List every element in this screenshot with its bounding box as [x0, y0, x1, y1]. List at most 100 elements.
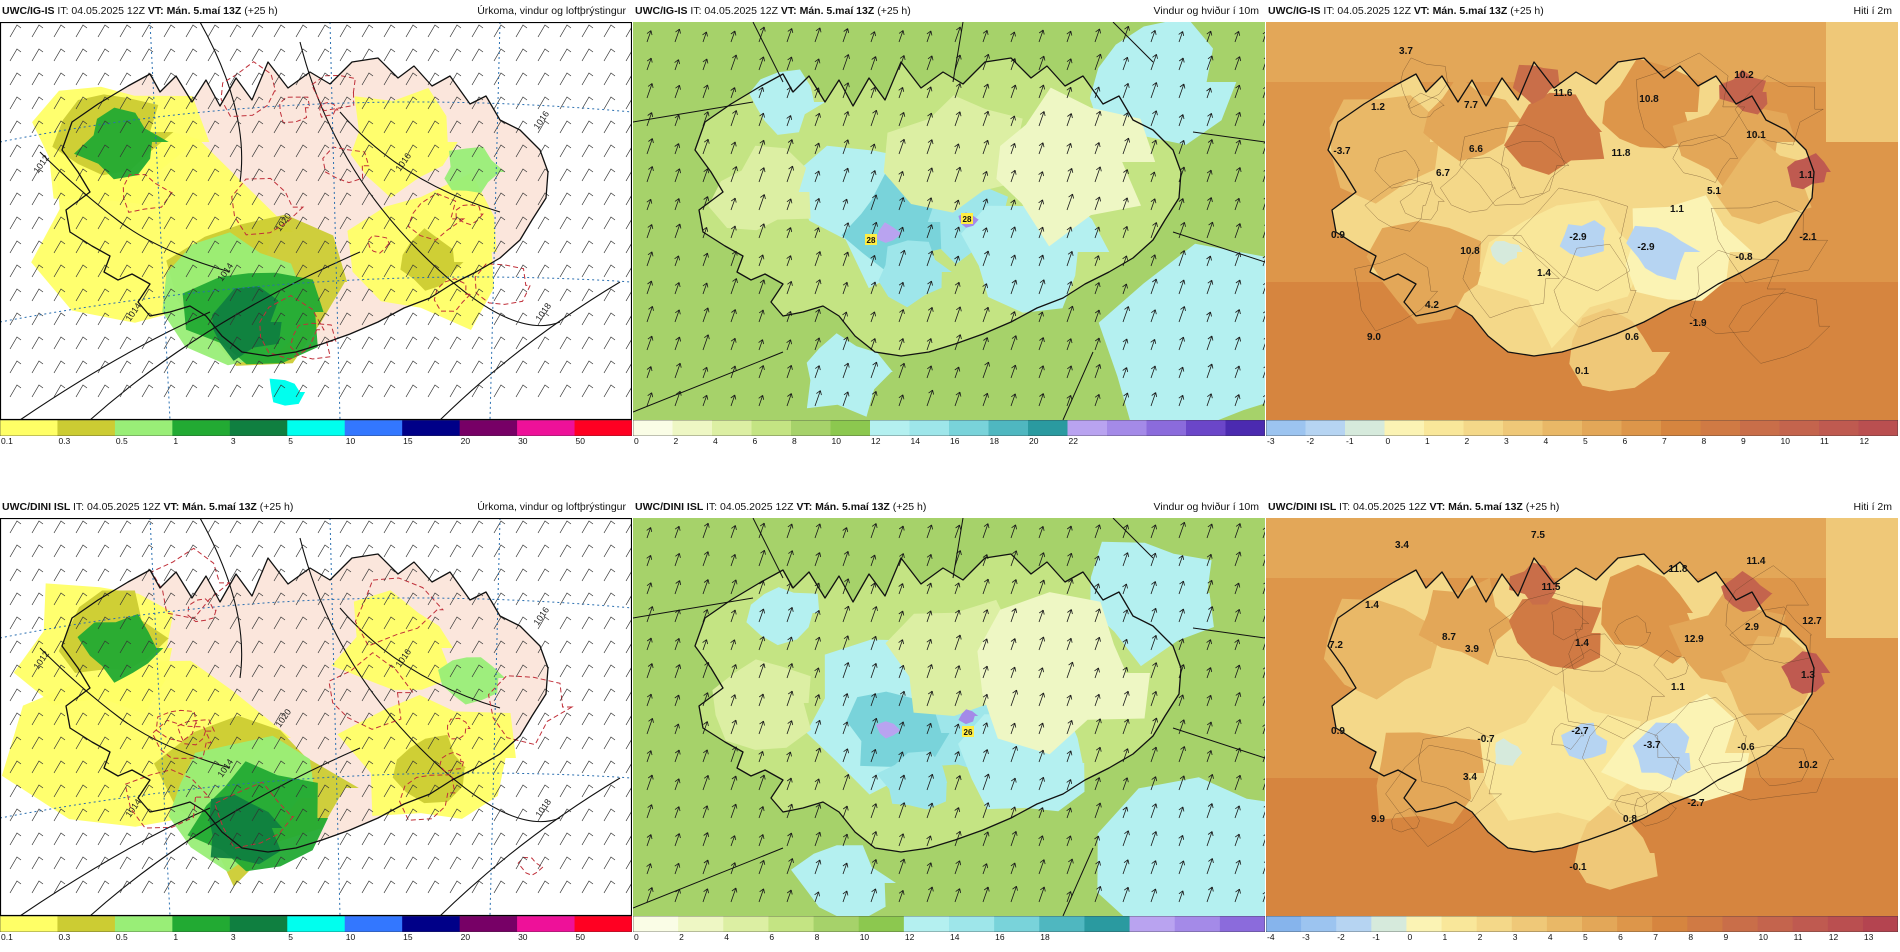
wind-arrow — [1094, 555, 1100, 567]
wind-barb — [9, 592, 22, 606]
wind-barb — [317, 592, 330, 606]
wind-barb — [229, 640, 242, 654]
colorbar-tick: 11 — [1820, 436, 1829, 446]
wind-arrow — [1150, 139, 1158, 155]
wind-arrow — [1066, 86, 1073, 99]
colorbar-swatch — [517, 916, 576, 932]
wind-arrow — [786, 28, 794, 43]
wind-arrow — [898, 138, 906, 155]
wind-arrow — [646, 693, 653, 707]
wind-arrow — [730, 719, 738, 735]
wind-arrow — [786, 889, 793, 903]
wind-barb — [9, 48, 22, 62]
wind-arrow — [842, 550, 850, 567]
wind-barb — [119, 808, 132, 822]
wind-arrow — [1206, 858, 1214, 875]
wind-barb — [449, 216, 462, 230]
wind-barb — [493, 592, 506, 606]
wind-barb — [581, 808, 594, 822]
wind-barb — [141, 544, 154, 558]
wind-arrow — [1262, 891, 1265, 903]
temp-area — [1495, 738, 1523, 766]
wind-barb — [317, 640, 330, 654]
wind-arrow — [926, 167, 934, 183]
wind-barb — [361, 856, 374, 870]
wind-arrow — [898, 525, 905, 539]
colorbar-tick: 12 — [1859, 436, 1869, 446]
colorbar-tick: 14 — [910, 436, 920, 446]
colorbar-swatch — [344, 916, 403, 932]
wind-barb — [229, 856, 242, 870]
wind-arrow — [674, 255, 680, 267]
colorbar-tick: 2 — [1464, 436, 1470, 446]
wind-barb — [559, 264, 572, 278]
wind-barb — [581, 592, 594, 606]
wind-barb — [273, 360, 286, 374]
colorbar-swatch — [0, 916, 58, 932]
wind-barb — [251, 664, 264, 678]
wind-arrow — [1234, 805, 1241, 819]
wind-barb — [581, 544, 594, 558]
wind-barb — [75, 168, 88, 182]
wind-barb — [295, 384, 308, 398]
colorbar-ticks: 0 2 4 6 8 10 12 14 16 18 20 22 — [633, 436, 1265, 450]
wind-arrow — [1178, 336, 1185, 351]
wind-barb — [9, 736, 22, 750]
wind-arrow — [646, 366, 653, 379]
colorbar-swatch — [1463, 420, 1504, 436]
colorbar-swatch — [830, 420, 871, 436]
wind-arrow — [674, 862, 681, 875]
wind-arrow — [1038, 199, 1044, 211]
temperature-label: 1.1 — [1671, 682, 1685, 693]
wind-barb — [361, 24, 374, 38]
wind-arrow — [702, 859, 710, 875]
wind-arrow — [814, 859, 822, 875]
wind-barb — [339, 312, 352, 326]
wind-arrow — [842, 362, 850, 379]
wind-arrow — [1178, 555, 1185, 567]
wind-barb — [427, 688, 440, 702]
colorbar-swatch — [1266, 420, 1306, 436]
wind-barb — [97, 544, 110, 558]
wind-barb — [471, 312, 484, 326]
colorbar-swatch — [633, 916, 679, 932]
wind-arrow — [1234, 30, 1241, 43]
wind-barb — [537, 616, 550, 630]
wind-arrow — [1010, 199, 1016, 211]
colorbar-tick: 5 — [288, 436, 293, 446]
wind-arrow — [1066, 552, 1073, 567]
wind-barb — [581, 568, 594, 582]
wind-arrow — [674, 168, 681, 183]
wind-arrow — [1262, 395, 1265, 407]
wind-arrow — [1094, 777, 1101, 791]
wind-arrow — [674, 806, 681, 819]
wind-arrow — [982, 802, 990, 819]
wind-barb — [493, 216, 506, 230]
colorbar-swatch — [1687, 916, 1723, 932]
wind-barb — [9, 264, 22, 278]
wind-barb — [163, 144, 176, 158]
colorbar-swatch — [768, 916, 815, 932]
wind-barb — [207, 616, 220, 630]
wind-arrow — [1206, 523, 1214, 539]
wind-barb — [427, 832, 440, 846]
wind-barb — [9, 688, 22, 702]
wind-arrow — [1178, 250, 1186, 267]
wind-barb — [141, 520, 154, 534]
colorbar-ticks: -4 -3 -2 -1 0 1 2 3 4 5 6 7 8 9 10 11 12 13 — [1266, 932, 1898, 946]
wind-arrow — [982, 83, 990, 99]
wind-barb — [141, 760, 154, 774]
colorbar-swatch — [1722, 916, 1759, 932]
temp-area — [1719, 69, 1768, 115]
wind-barb — [317, 96, 330, 110]
wind-arrow — [1066, 394, 1073, 407]
wind-barb — [515, 168, 528, 182]
wind-barb — [251, 312, 264, 326]
wind-barb — [471, 72, 484, 86]
wind-barb — [295, 736, 308, 750]
wind-barb — [449, 48, 462, 62]
wind-barb — [405, 640, 418, 654]
wind-barb — [515, 192, 528, 206]
wind-arrow — [982, 578, 990, 595]
